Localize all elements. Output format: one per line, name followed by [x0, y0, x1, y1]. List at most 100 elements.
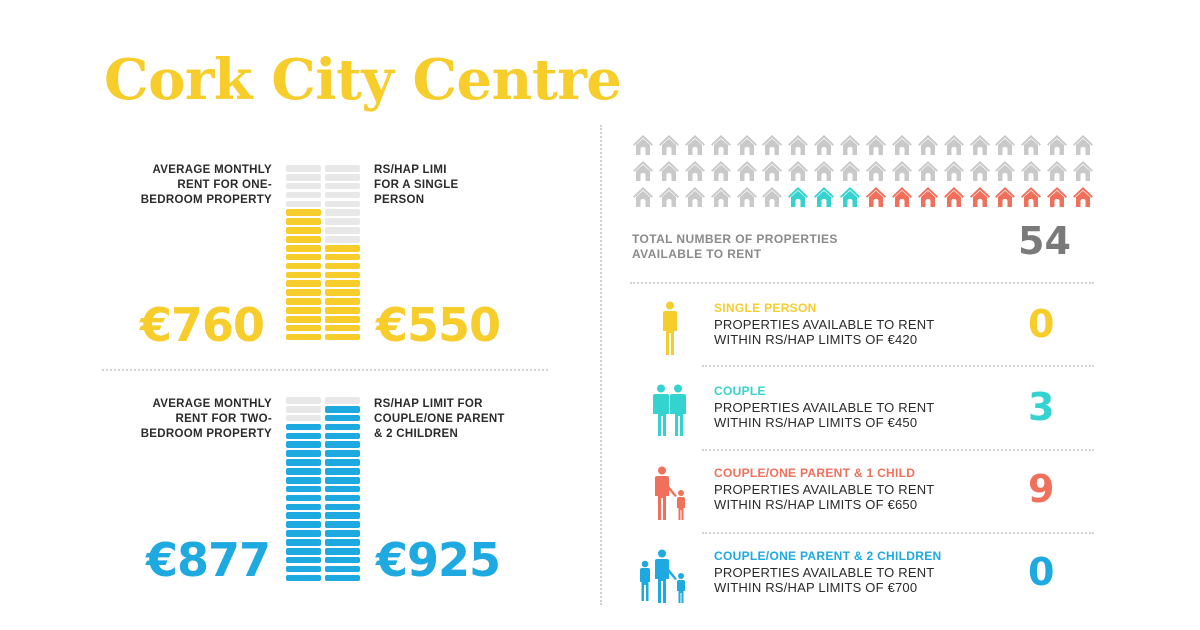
bar-segment — [286, 485, 321, 493]
bar-segment — [286, 512, 321, 520]
bar-segment — [325, 565, 360, 573]
house-icon — [813, 160, 835, 182]
parent-two-children-icon — [634, 549, 698, 610]
row-divider — [702, 449, 1094, 451]
house-icon — [994, 186, 1016, 208]
bar-segment — [286, 397, 321, 404]
bar-segment — [286, 565, 321, 573]
house-icon — [684, 186, 706, 208]
house-icon — [684, 160, 706, 182]
bar-segment — [325, 405, 360, 413]
house-icon — [761, 186, 783, 208]
total-properties-label: TOTAL NUMBER OF PROPERTIES AVAILABLE TO … — [632, 232, 838, 262]
bar-segment — [325, 236, 360, 243]
house-icon — [839, 134, 861, 156]
bar-segment — [325, 423, 360, 431]
couple-row: COUPLE PROPERTIES AVAILABLE TO RENT WITH… — [640, 384, 1100, 454]
house-icon — [865, 160, 887, 182]
bar-segment — [325, 315, 360, 323]
center-divider — [600, 125, 602, 605]
house-icon — [1046, 134, 1068, 156]
house-icon — [969, 160, 991, 182]
single-person-icon — [640, 301, 700, 362]
category-label: SINGLE PERSON — [714, 301, 817, 315]
two-bed-rent-value: €877 — [146, 533, 271, 587]
bar-segment — [325, 333, 360, 341]
left-divider — [102, 369, 548, 371]
desc-line: WITHIN RS/HAP LIMITS OF €700 — [714, 580, 918, 595]
house-icon — [839, 186, 861, 208]
desc-line: PROPERTIES AVAILABLE TO RENT — [714, 400, 935, 415]
parent-one-child-row: COUPLE/ONE PARENT & 1 CHILD PROPERTIES A… — [640, 466, 1100, 536]
one-bed-rent-value: €760 — [140, 298, 265, 352]
bar-segment — [325, 324, 360, 332]
bar-segment — [286, 432, 321, 440]
label-line: BEDROOM PROPERTY — [140, 194, 272, 206]
house-icon — [969, 134, 991, 156]
bar-segment — [325, 262, 360, 270]
row-divider — [702, 365, 1094, 367]
bar-segment — [286, 165, 321, 172]
bar-segment — [286, 556, 321, 564]
label-line: & 2 CHILDREN — [374, 428, 459, 440]
bar-segment — [286, 414, 321, 422]
label-line: PERSON — [374, 194, 425, 206]
house-icon — [787, 186, 809, 208]
desc-line: PROPERTIES AVAILABLE TO RENT — [714, 317, 935, 332]
label-line: AVERAGE MONTHLY — [152, 164, 272, 176]
category-description: PROPERTIES AVAILABLE TO RENT WITHIN RS/H… — [714, 400, 934, 430]
house-icon — [839, 160, 861, 182]
house-icon — [1020, 134, 1042, 156]
bar-segment — [325, 556, 360, 564]
desc-line: WITHIN RS/HAP LIMITS OF €420 — [714, 332, 918, 347]
bar-segment — [286, 236, 321, 243]
bar-segment — [286, 459, 321, 466]
bar-segment — [286, 405, 321, 413]
bar-segment — [286, 450, 321, 457]
bar-segment — [286, 298, 321, 305]
bar-segment — [325, 521, 360, 528]
single-limit-label: RS/HAP LIMI FOR A SINGLE PERSON — [374, 163, 534, 208]
bar-segment — [325, 459, 360, 466]
house-icon — [710, 134, 732, 156]
two-bed-rent-bar — [286, 397, 321, 582]
parent-one-child-icon — [640, 466, 700, 527]
single-limit-value: €550 — [376, 298, 501, 352]
bar-segment — [286, 244, 321, 252]
bar-segment — [286, 547, 321, 555]
bar-segment — [325, 485, 360, 493]
house-icon — [658, 186, 680, 208]
house-icon — [1020, 160, 1042, 182]
house-icon — [787, 134, 809, 156]
bar-segment — [325, 173, 360, 181]
desc-line: PROPERTIES AVAILABLE TO RENT — [714, 482, 935, 497]
house-icon — [761, 134, 783, 156]
two-bed-bar-chart — [286, 397, 360, 582]
category-count: 9 — [1028, 467, 1055, 511]
desc-line: PROPERTIES AVAILABLE TO RENT — [714, 565, 935, 580]
bar-segment — [286, 476, 321, 484]
bar-segment — [286, 289, 321, 296]
bar-segment — [286, 574, 321, 582]
house-icon — [736, 160, 758, 182]
total-properties-value: 54 — [1018, 219, 1071, 263]
house-icon — [1072, 160, 1094, 182]
house-icon — [632, 160, 654, 182]
bar-segment — [325, 476, 360, 484]
bar-segment — [286, 280, 321, 288]
house-icon — [710, 160, 732, 182]
house-icon — [736, 134, 758, 156]
parent-two-children-row: COUPLE/ONE PARENT & 2 CHILDREN PROPERTIE… — [640, 549, 1100, 619]
bar-segment — [286, 227, 321, 234]
house-icon — [658, 134, 680, 156]
bar-segment — [286, 182, 321, 190]
bar-segment — [325, 468, 360, 475]
bar-segment — [325, 307, 360, 314]
bar-segment — [325, 227, 360, 234]
bar-segment — [325, 494, 360, 502]
bar-segment — [286, 521, 321, 528]
family-limit-value: €925 — [376, 533, 501, 587]
bar-segment — [286, 271, 321, 279]
bar-segment — [286, 218, 321, 225]
bar-segment — [325, 244, 360, 252]
